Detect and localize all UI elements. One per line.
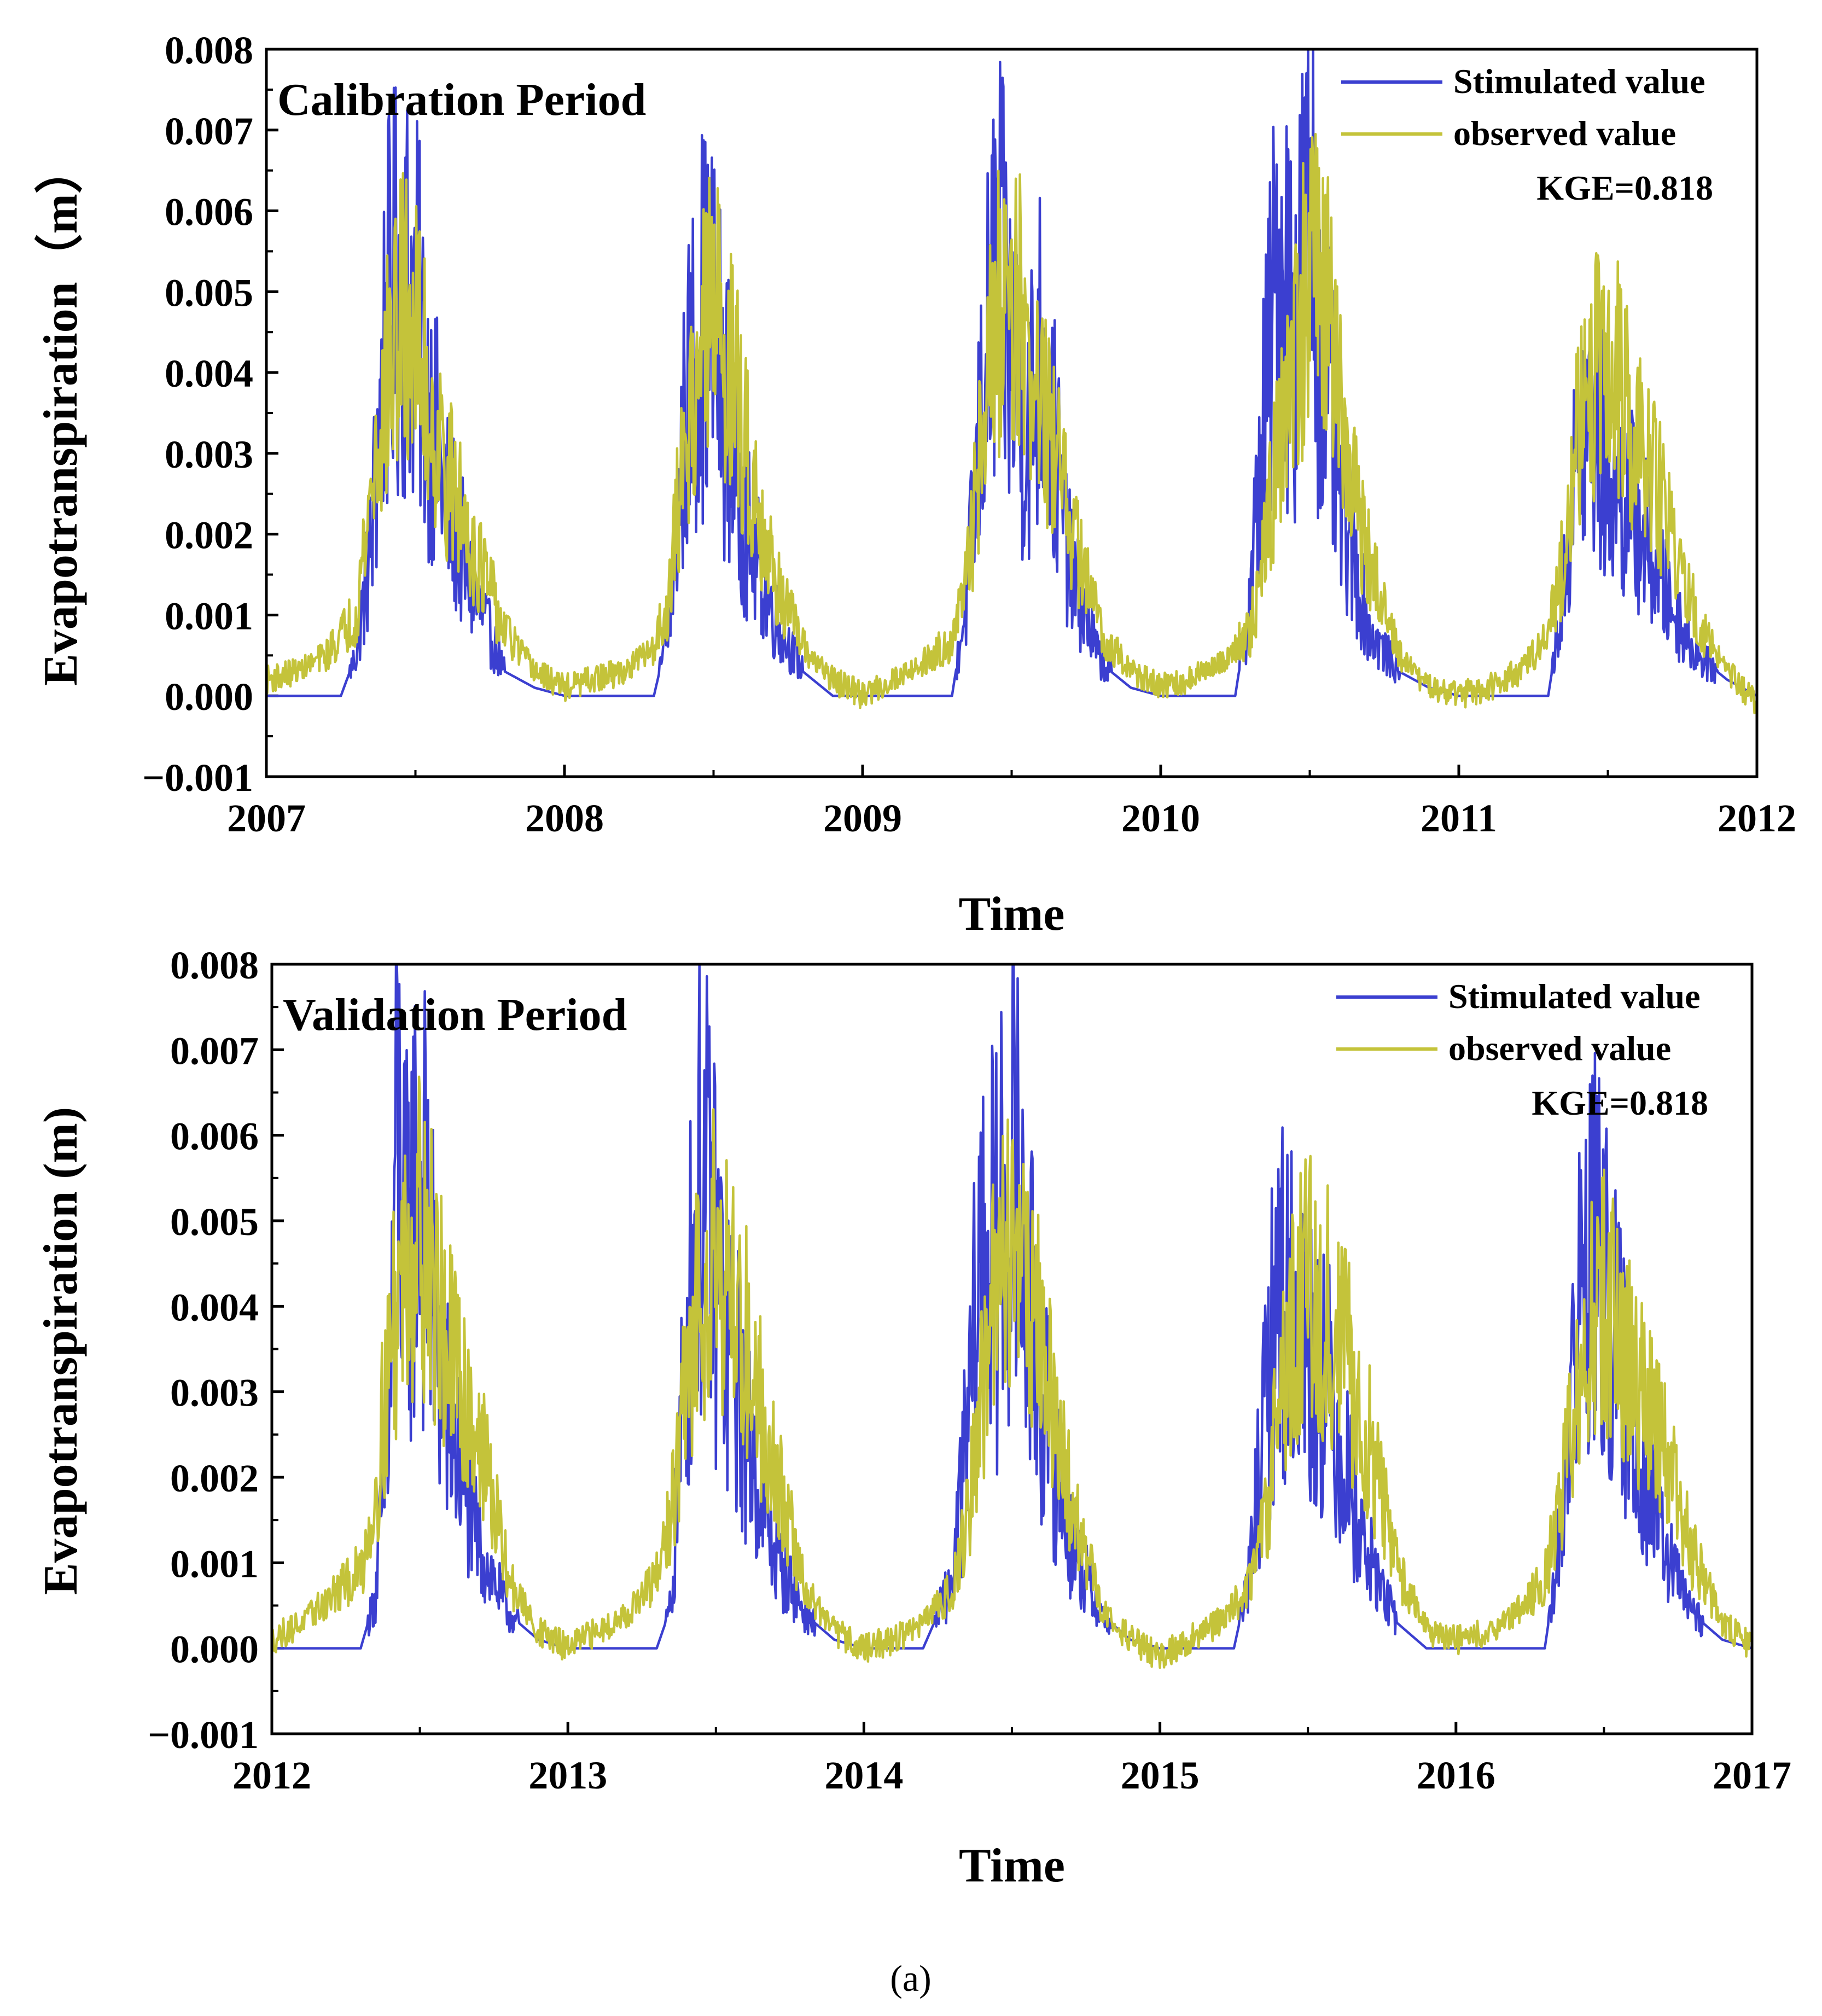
y-tick-label: 0.008 [165,28,253,72]
y-tick-label: 0.001 [170,1542,259,1586]
calibration-kge-annotation: KGE=0.818 [1536,168,1713,207]
x-tick-label: 2015 [1121,1753,1200,1797]
validation-panel: 0.008 0.007 0.006 0.005 0.004 0.003 0.002 0.001… [34,943,1791,1892]
validation-ticks: 0.008 0.007 0.006 0.005 0.004 0.003 0.002 0.001… [148,943,1791,1797]
y-tick-label: 0.003 [165,433,253,476]
y-tick-label: 0.005 [170,1200,259,1244]
y-tick-label: 0.005 [165,271,253,314]
validation-plot-frame [270,963,1754,1735]
validation-y-axis-label: Evapotranspiration (m) [34,1107,88,1595]
y-tick-label: 0.004 [170,1285,259,1329]
x-tick-label: 2011 [1421,796,1497,840]
y-tick-label: 0.006 [165,190,253,234]
y-tick-label: −0.001 [148,1713,259,1757]
figure-caption: (a) [890,1957,931,1999]
x-tick-label: 2007 [227,796,306,840]
y-tick-label: 0.003 [170,1371,259,1415]
calibration-series [265,48,1759,714]
y-tick-label: 0.006 [170,1115,259,1158]
calibration-title: Calibration Period [277,74,646,125]
validation-kge-annotation: KGE=0.818 [1532,1083,1708,1122]
y-tick-label: 0.008 [170,943,259,987]
y-tick-label: 0.002 [170,1456,259,1500]
y-tick-label: 0.007 [170,1029,259,1073]
x-tick-label: 2016 [1417,1753,1495,1797]
calibration-panel: 0.008 0.007 0.006 0.005 0.004 0.003 0.002 0.001… [34,28,1796,941]
y-tick-label: 0.000 [165,675,253,719]
y-tick-label: −0.001 [142,756,253,800]
legend-simulated-label: Stimulated value [1448,977,1700,1016]
validation-x-axis-label: Time [959,1839,1065,1892]
legend-observed-label: observed value [1453,114,1676,153]
x-tick-label: 2009 [823,796,902,840]
y-tick-label: 0.007 [165,109,253,153]
y-tick-label: 0.000 [170,1628,259,1671]
x-tick-label: 2013 [528,1753,607,1797]
x-tick-label: 2014 [824,1753,903,1797]
validation-series [270,963,1753,1669]
validation-title: Validation Period [283,989,627,1040]
x-tick-label: 2017 [1713,1753,1791,1797]
x-tick-label: 2012 [232,1753,311,1797]
x-tick-label: 2012 [1718,796,1796,840]
observed-series-line [265,132,1759,714]
calibration-x-axis-label: Time [959,888,1065,941]
y-tick-label: 0.002 [165,514,253,557]
calibration-legend: Stimulated value observed value KGE=0.81… [1341,62,1713,207]
calibration-plot-frame [265,48,1759,778]
y-tick-label: 0.004 [165,352,253,395]
x-tick-label: 2008 [525,796,604,840]
legend-observed-label: observed value [1448,1029,1671,1068]
validation-legend: Stimulated value observed value KGE=0.81… [1336,977,1708,1122]
y-tick-label: 0.001 [165,594,253,638]
observed-series-line [270,1075,1753,1669]
legend-simulated-label: Stimulated value [1453,62,1705,101]
calibration-ticks: 0.008 0.007 0.006 0.005 0.004 0.003 0.002 0.001… [142,28,1796,840]
x-tick-label: 2010 [1121,796,1200,840]
calibration-y-axis-label: Evapotranspiration（m） [34,145,88,686]
